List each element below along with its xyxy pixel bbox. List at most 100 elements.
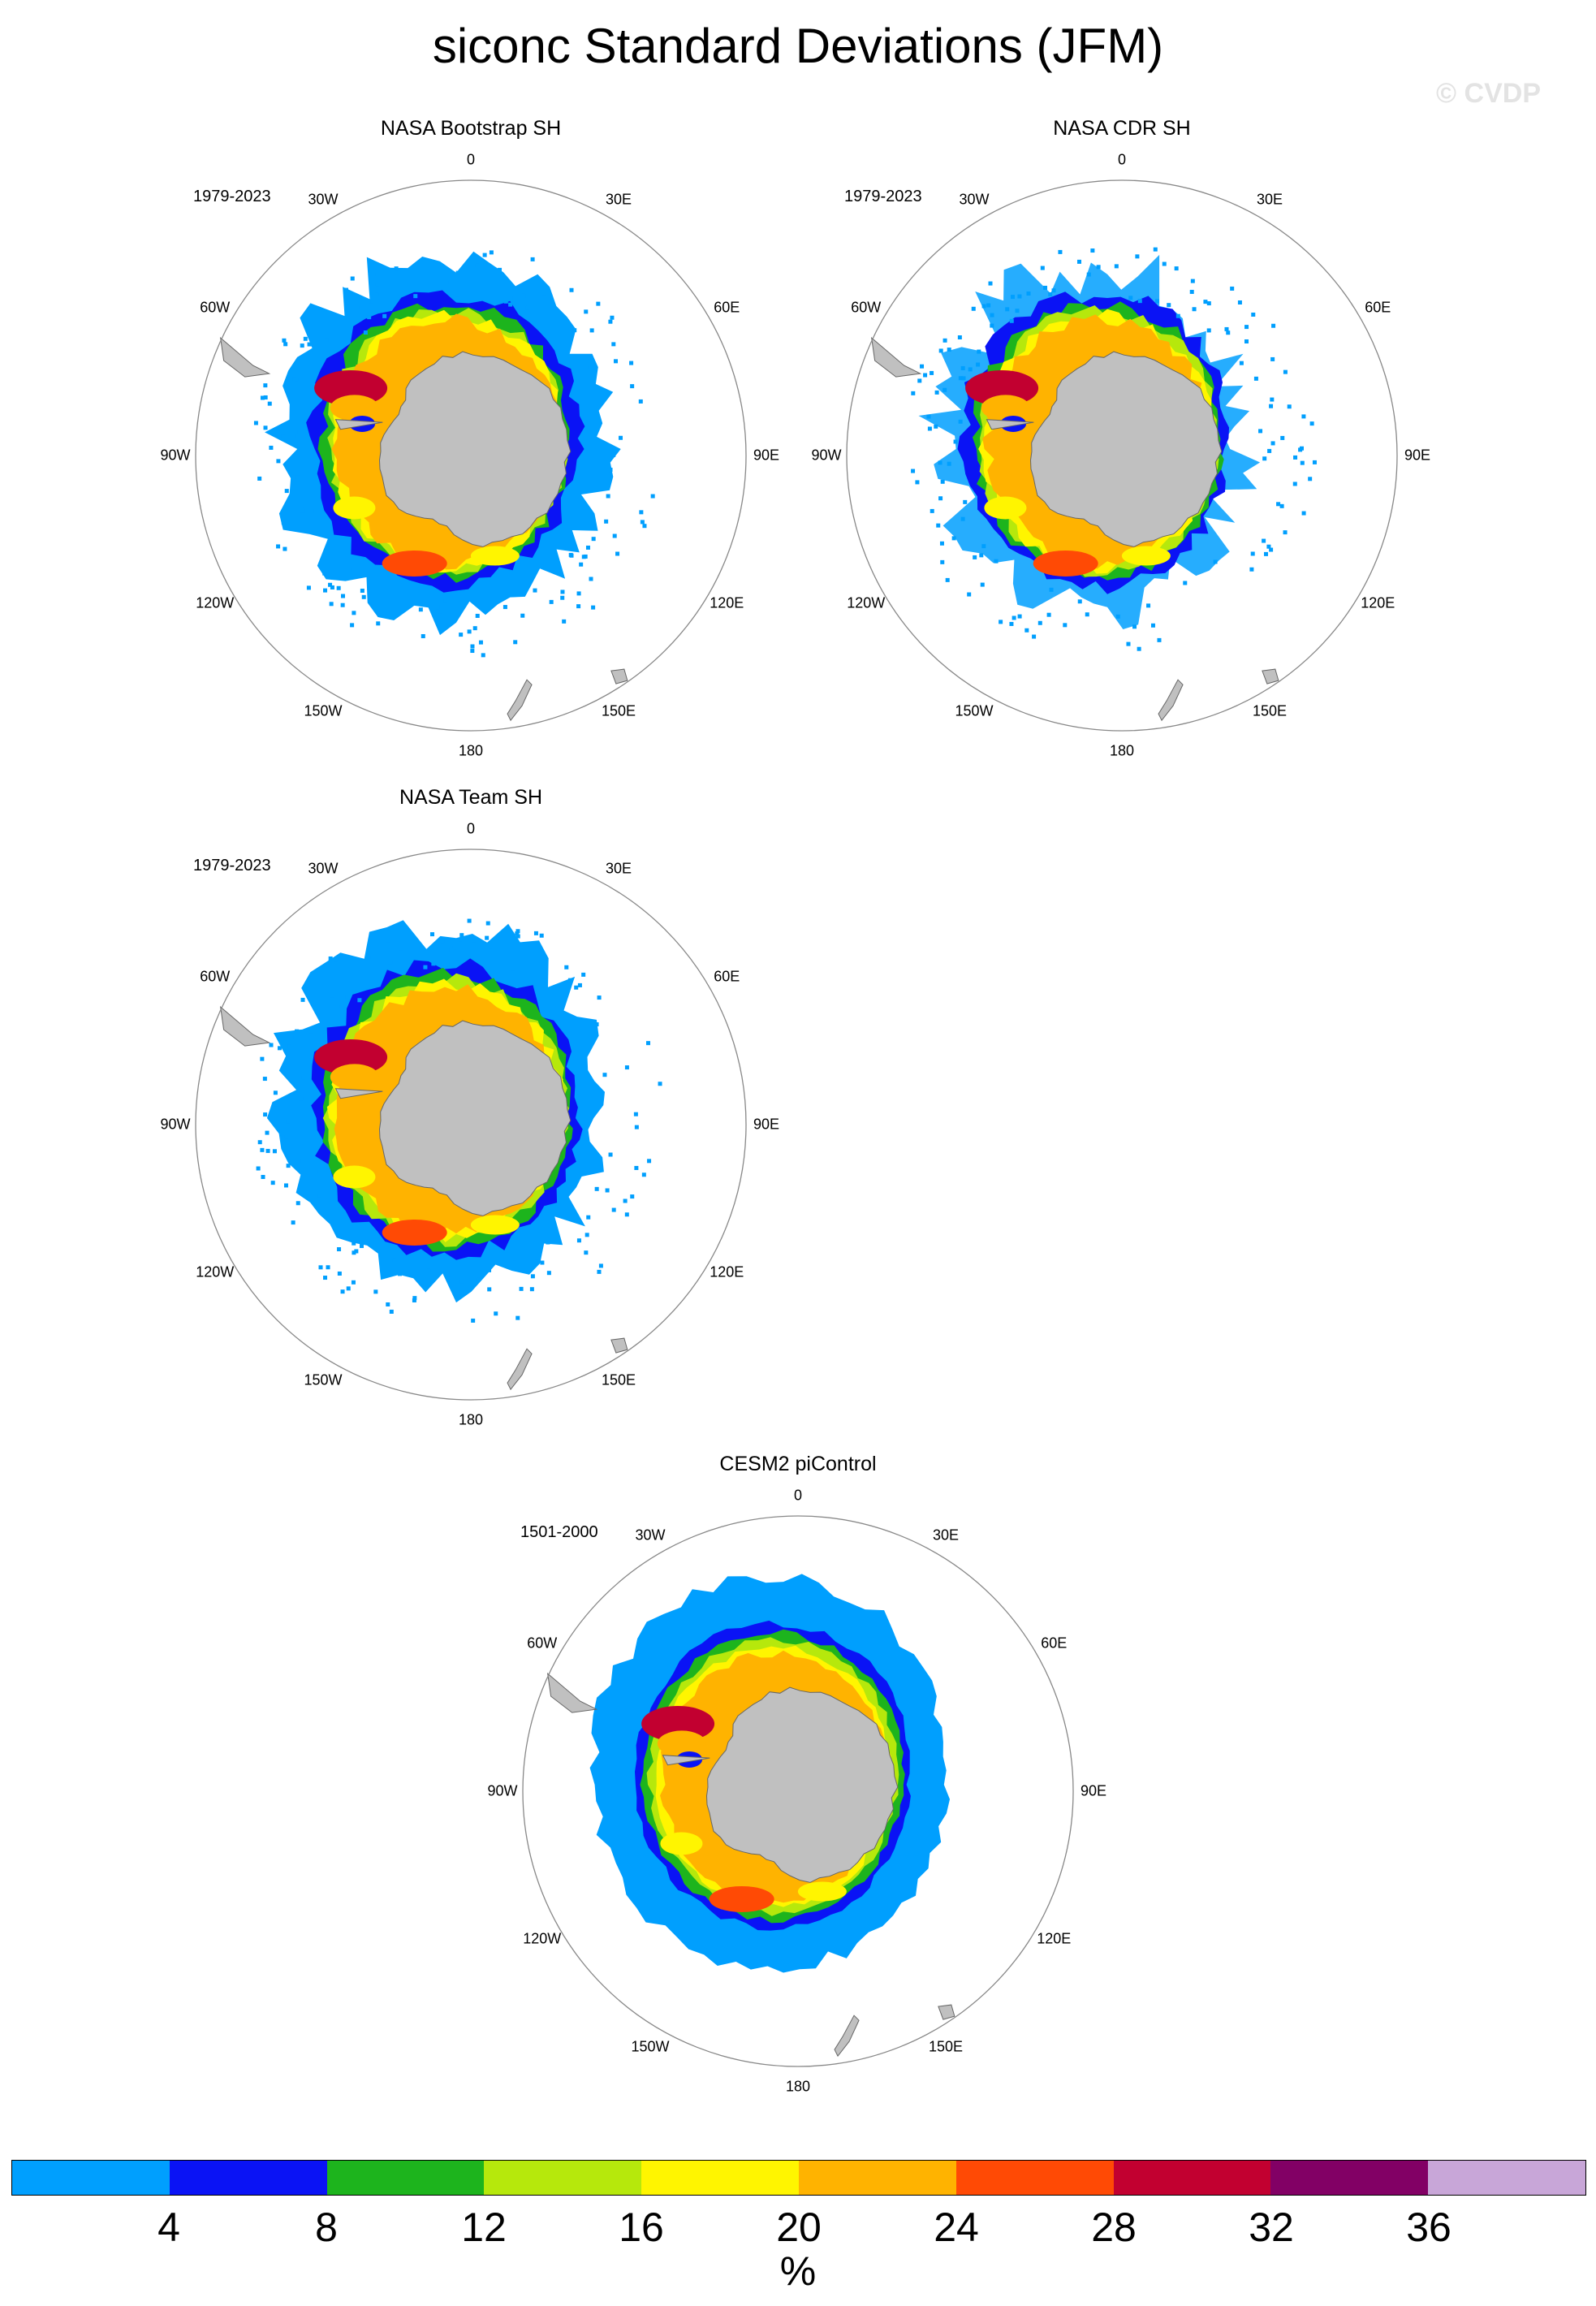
ice-pixel	[947, 348, 951, 352]
ice-pixel	[498, 267, 503, 272]
ice-pixel	[1287, 404, 1292, 409]
variability-hotspot	[965, 370, 1039, 406]
ice-pixel	[330, 993, 334, 998]
antarctic-peninsula	[986, 419, 1034, 430]
ice-pixel	[1269, 547, 1274, 552]
ice-pixel	[581, 972, 586, 977]
ice-pixel	[612, 448, 617, 453]
ice-pixel	[529, 1287, 534, 1292]
ice-pixel	[1090, 248, 1095, 253]
longitude-label: 90E	[753, 447, 780, 464]
ice-pixel	[263, 425, 268, 430]
ice-pixel	[292, 377, 297, 382]
ice-pixel	[295, 1201, 300, 1206]
panel-title: NASA Bootstrap SH	[380, 117, 562, 140]
ice-pixel	[260, 1147, 265, 1152]
colorbar-unit: %	[779, 2248, 817, 2294]
ice-pixel	[326, 1265, 330, 1270]
ice-pixel	[281, 520, 286, 525]
ice-pixel	[269, 445, 274, 450]
ice-pixel	[1135, 254, 1140, 259]
longitude-label: 90E	[1404, 447, 1431, 464]
ice-pixel	[360, 588, 364, 593]
variability-hotspot	[314, 1039, 388, 1075]
figure-title: siconc Standard Deviations (JFM)	[432, 19, 1164, 73]
ice-pixel	[438, 618, 443, 623]
antarctica-land	[1029, 351, 1223, 547]
longitude-label: 0	[466, 151, 476, 168]
ice-pixel	[470, 644, 475, 649]
ice-pixel	[533, 588, 537, 593]
ice-pixel	[263, 395, 268, 399]
ice-pixel	[494, 1311, 498, 1316]
ice-pixel	[1077, 599, 1082, 604]
ice-pixel	[639, 510, 644, 515]
ice-pixel	[1009, 621, 1014, 626]
colorbar-tick-label: 16	[619, 2205, 664, 2250]
ice-pixel	[283, 546, 287, 551]
longitude-label: 60E	[1365, 299, 1391, 316]
ice-pixel	[1271, 323, 1276, 328]
ice-pixel	[392, 1258, 397, 1263]
ice-pixel	[525, 305, 530, 310]
panel-period: 1979-2023	[193, 857, 271, 874]
ice-pixel	[1137, 299, 1142, 304]
ice-pixel	[276, 459, 281, 464]
ice-pixel	[300, 997, 305, 1002]
ice-pixel	[1058, 249, 1063, 254]
longitude-label: 150W	[631, 2038, 670, 2055]
ice-pixel	[1293, 455, 1298, 460]
ice-pixel	[521, 293, 526, 298]
ice-pixel	[591, 605, 596, 610]
longitude-label: 0	[793, 1487, 803, 1504]
ice-pixel	[375, 272, 380, 277]
ice-pixel	[1262, 456, 1267, 461]
ice-pixel	[515, 931, 520, 936]
ice-pixel	[471, 1318, 476, 1323]
ice-pixel	[1309, 421, 1314, 426]
longitude-label: 30E	[605, 860, 632, 877]
ice-pixel	[340, 1289, 345, 1294]
colorbar-tick-label: 28	[1091, 2205, 1137, 2250]
longitude-label: 180	[1109, 742, 1135, 759]
polar-map	[846, 179, 1398, 732]
colorbar-box	[326, 2161, 485, 2195]
ice-pixel	[1301, 414, 1306, 419]
ice-pixel	[355, 574, 360, 579]
ice-pixel	[282, 338, 287, 343]
ice-pixel	[611, 1207, 616, 1212]
ice-pixel	[412, 1298, 416, 1303]
ice-pixel	[577, 982, 582, 987]
ice-pixel	[958, 419, 963, 424]
ice-pixel	[567, 978, 572, 982]
ice-pixel	[317, 1193, 322, 1198]
ice-pixel	[519, 1286, 524, 1291]
ice-pixel	[1280, 435, 1285, 440]
longitude-label: 90W	[487, 1782, 518, 1799]
ice-pixel	[1292, 481, 1297, 486]
ice-pixel	[476, 1277, 481, 1282]
variability-hotspot	[1033, 550, 1098, 576]
ice-pixel	[357, 998, 362, 1003]
variability-hotspot	[330, 1064, 379, 1090]
ice-pixel	[647, 1159, 652, 1164]
ice-pixel	[1150, 623, 1155, 628]
ice-pixel	[1183, 581, 1188, 585]
ice-pixel	[1154, 299, 1159, 304]
ice-pixel	[1206, 328, 1211, 333]
ice-pixel	[286, 1119, 291, 1124]
ice-pixel	[597, 995, 602, 1000]
colorbar-box	[641, 2161, 799, 2195]
ice-pixel	[324, 338, 329, 343]
antarctica-land	[705, 1686, 899, 1883]
ice-pixel	[515, 934, 520, 939]
ice-pixel	[1015, 309, 1020, 313]
ice-pixel	[1250, 551, 1255, 556]
ice-pixel	[520, 613, 525, 618]
ice-pixel	[354, 1249, 359, 1254]
tasmania-land	[938, 2004, 955, 2020]
ice-pixel	[274, 1106, 278, 1111]
ice-pixel	[990, 313, 994, 317]
ice-pixel	[416, 1266, 421, 1271]
variability-hotspot	[382, 550, 447, 576]
